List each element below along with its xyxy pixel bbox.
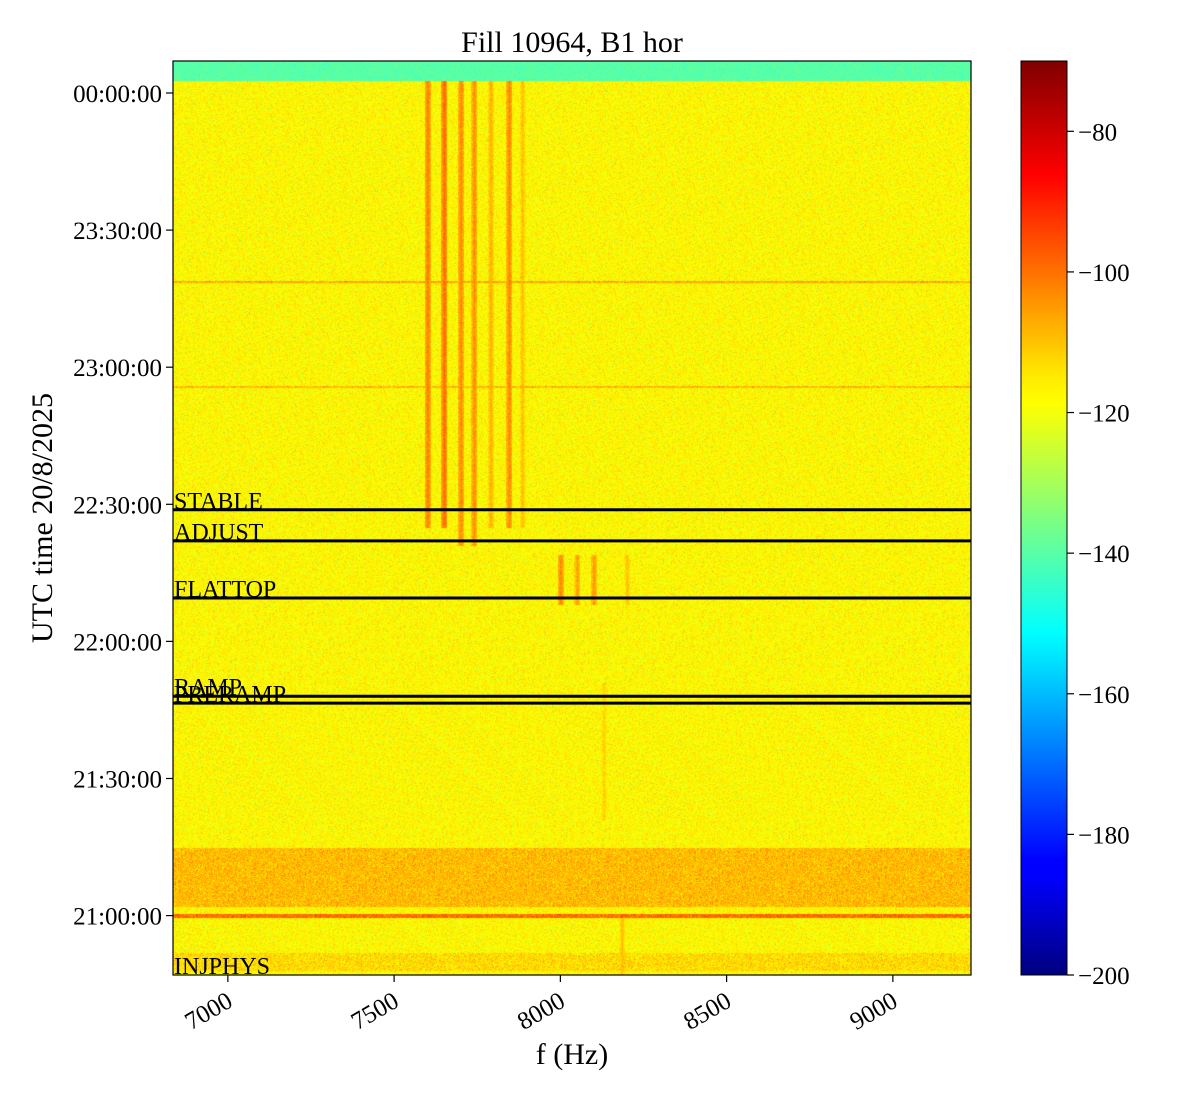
y-tick-label: 21:00:00 xyxy=(73,904,162,931)
x-tick-label: 8000 xyxy=(513,987,570,1035)
x-tick-label: 7000 xyxy=(180,987,237,1035)
y-tick-label: 21:30:00 xyxy=(73,766,162,793)
beam-mode-label: ADJUST xyxy=(174,520,264,546)
colorbar-tick-label: −160 xyxy=(1078,682,1130,709)
colorbar: −80 −100 −120 −140 −160 −180 −200 xyxy=(1020,60,1130,990)
x-axis: 7000 7500 8000 8500 9000 xyxy=(180,975,902,1036)
plot-frame xyxy=(172,60,972,976)
beam-mode-label: INJPHYS xyxy=(174,954,270,980)
x-tick-label: 9000 xyxy=(845,987,902,1035)
colorbar-tick-label: −180 xyxy=(1078,822,1130,849)
colorbar-tick-label: −120 xyxy=(1078,401,1130,428)
x-tick-label: 7500 xyxy=(347,987,404,1035)
colorbar-tick-label: −100 xyxy=(1078,260,1130,287)
y-tick-label: 22:30:00 xyxy=(73,492,162,519)
y-tick-label: 00:00:00 xyxy=(73,81,162,108)
spectrogram-heatmap xyxy=(173,61,971,975)
colorbar-gradient xyxy=(1020,60,1068,976)
colorbar-tick-label: −140 xyxy=(1078,541,1130,568)
y-tick-label: 23:30:00 xyxy=(73,218,162,245)
colorbar-tick-label: −80 xyxy=(1078,119,1117,146)
colorbar-tick-label: −200 xyxy=(1078,963,1130,990)
y-tick-label: 23:00:00 xyxy=(73,355,162,382)
beam-mode-label: FLATTOP xyxy=(174,577,276,603)
x-axis-label: f (Hz) xyxy=(536,1038,608,1071)
x-tick-label: 8500 xyxy=(679,987,736,1035)
y-axis: 21:00:00 21:30:00 22:00:00 22:30:00 23:00:00… xyxy=(73,81,173,931)
beam-mode-label: RAMP xyxy=(174,675,242,701)
chart-title: Fill 10964, B1 hor xyxy=(461,26,683,59)
y-axis-label: UTC time 20/8/2025 xyxy=(26,393,59,643)
y-tick-label: 22:00:00 xyxy=(73,629,162,656)
beam-mode-label: STABLE xyxy=(174,489,263,515)
